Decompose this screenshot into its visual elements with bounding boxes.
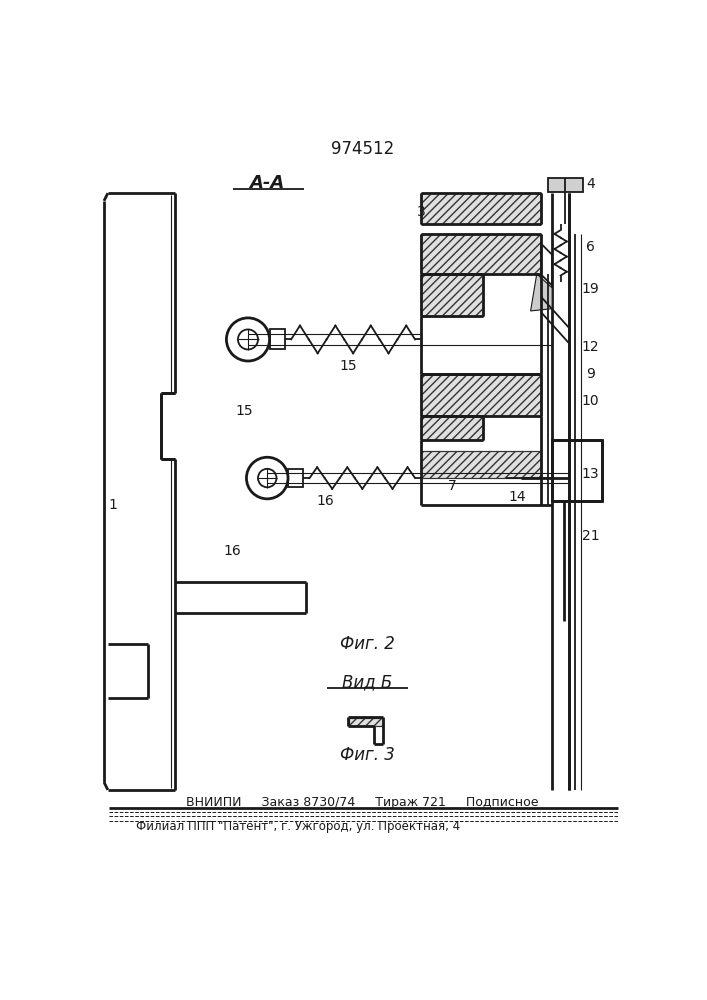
Bar: [349, 718, 382, 726]
Text: 16: 16: [223, 544, 242, 558]
Text: 1: 1: [109, 498, 117, 512]
Text: Вид Б: Вид Б: [342, 673, 392, 691]
Text: 21: 21: [582, 529, 600, 543]
Bar: [421, 374, 541, 416]
Bar: [421, 274, 483, 316]
Text: 16: 16: [316, 494, 334, 508]
Bar: [421, 274, 483, 316]
Text: 14: 14: [508, 490, 526, 504]
Bar: [549, 178, 583, 192]
Text: 10: 10: [582, 394, 600, 408]
Text: 9: 9: [586, 367, 595, 381]
Text: А-А: А-А: [250, 174, 285, 192]
Text: 12: 12: [582, 340, 600, 354]
Text: Фиг. 2: Фиг. 2: [340, 635, 395, 653]
Text: 15: 15: [339, 359, 357, 373]
Text: 13: 13: [582, 467, 600, 481]
Bar: [421, 234, 541, 274]
Bar: [421, 374, 541, 416]
Bar: [269, 329, 285, 349]
Bar: [421, 451, 541, 478]
Text: Филиал ППП "Патент", г. Ужгород, ул. Проектная, 4: Филиал ППП "Патент", г. Ужгород, ул. Про…: [136, 820, 460, 833]
Text: ВНИИПИ     Заказ 8730/74     Тираж 721     Подписное: ВНИИПИ Заказ 8730/74 Тираж 721 Подписное: [187, 796, 539, 809]
Polygon shape: [530, 274, 552, 311]
Text: 15: 15: [235, 404, 253, 418]
Bar: [421, 451, 541, 478]
Bar: [421, 416, 483, 440]
Text: 3: 3: [417, 205, 426, 219]
Bar: [288, 469, 303, 487]
Bar: [421, 193, 541, 224]
Text: Фиг. 3: Фиг. 3: [340, 746, 395, 764]
Bar: [349, 718, 382, 726]
Text: 19: 19: [582, 282, 600, 296]
Text: 6: 6: [586, 240, 595, 254]
Text: 7: 7: [448, 479, 457, 493]
Bar: [421, 416, 483, 440]
Bar: [421, 234, 541, 274]
Bar: [552, 440, 602, 501]
Text: 974512: 974512: [331, 140, 395, 158]
Text: 4: 4: [586, 177, 595, 191]
Bar: [421, 193, 541, 224]
